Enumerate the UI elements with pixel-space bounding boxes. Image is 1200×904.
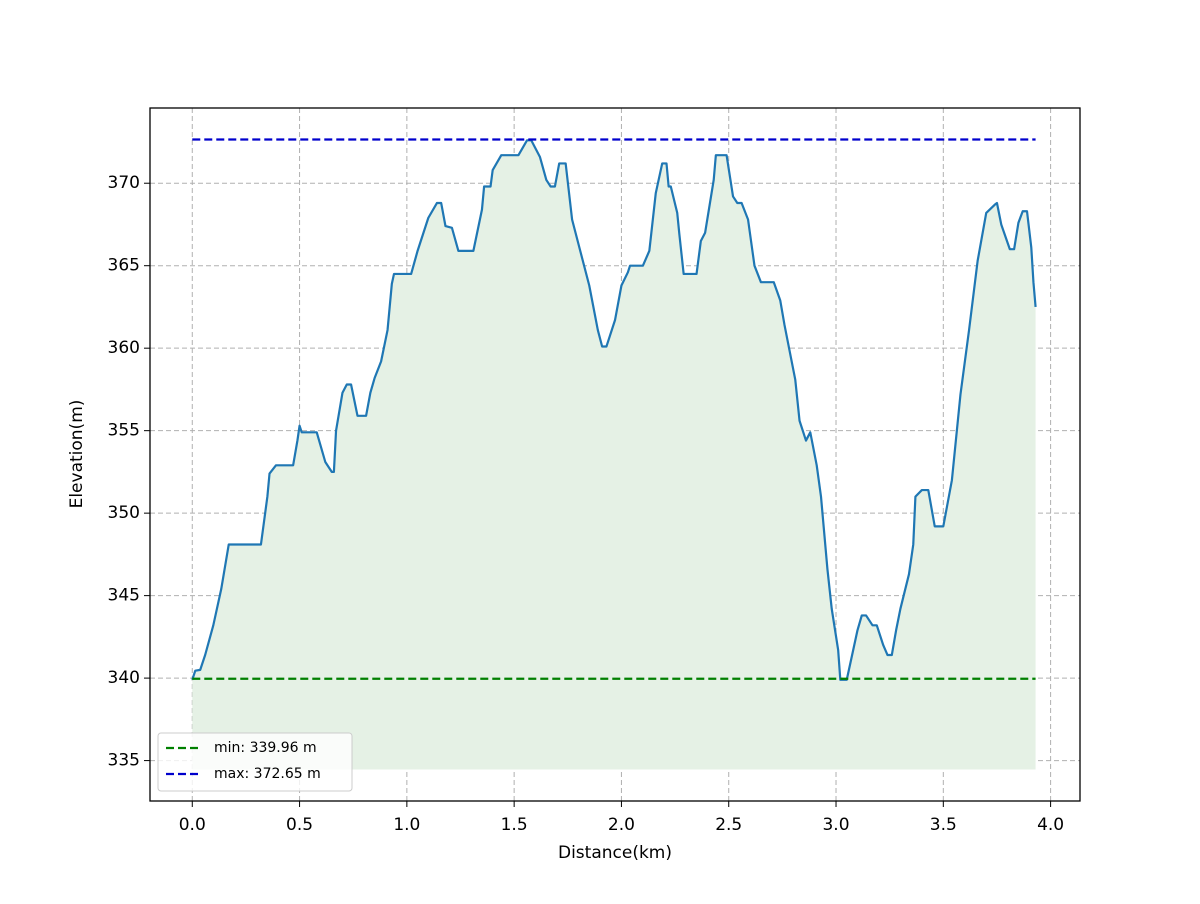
- y-tick-label: 335: [108, 751, 140, 771]
- y-axis-label: Elevation(m): [67, 400, 87, 509]
- y-tick-label: 370: [108, 173, 140, 193]
- legend-label: min: 339.96 m: [214, 740, 317, 756]
- y-tick-label: 345: [108, 586, 140, 606]
- legend-label: max: 372.65 m: [214, 766, 321, 782]
- y-tick-label: 350: [108, 503, 140, 523]
- x-axis-label: Distance(km): [558, 843, 672, 863]
- elevation-line: [191, 139, 1037, 681]
- x-tick-label: 0.5: [286, 815, 313, 835]
- x-tick-label: 3.5: [930, 815, 957, 835]
- x-tick-label: 0.0: [179, 815, 206, 835]
- plot-frame: [149, 107, 1081, 802]
- y-tick-label: 360: [108, 338, 140, 358]
- x-tick-label: 4.0: [1037, 815, 1064, 835]
- x-tick-label: 3.0: [822, 815, 849, 835]
- legend-box: [157, 732, 353, 792]
- x-tick-label: 1.0: [393, 815, 420, 835]
- y-tick-label: 365: [108, 256, 140, 276]
- legend: min: 339.96 m max: 372.65 m: [157, 732, 353, 792]
- x-tick-label: 1.5: [501, 815, 528, 835]
- y-tick-label: 355: [108, 421, 140, 441]
- area-fill: [192, 140, 1036, 770]
- x-tick-label: 2.0: [608, 815, 635, 835]
- x-tick-label: 2.5: [715, 815, 742, 835]
- y-tick-label: 340: [108, 668, 140, 688]
